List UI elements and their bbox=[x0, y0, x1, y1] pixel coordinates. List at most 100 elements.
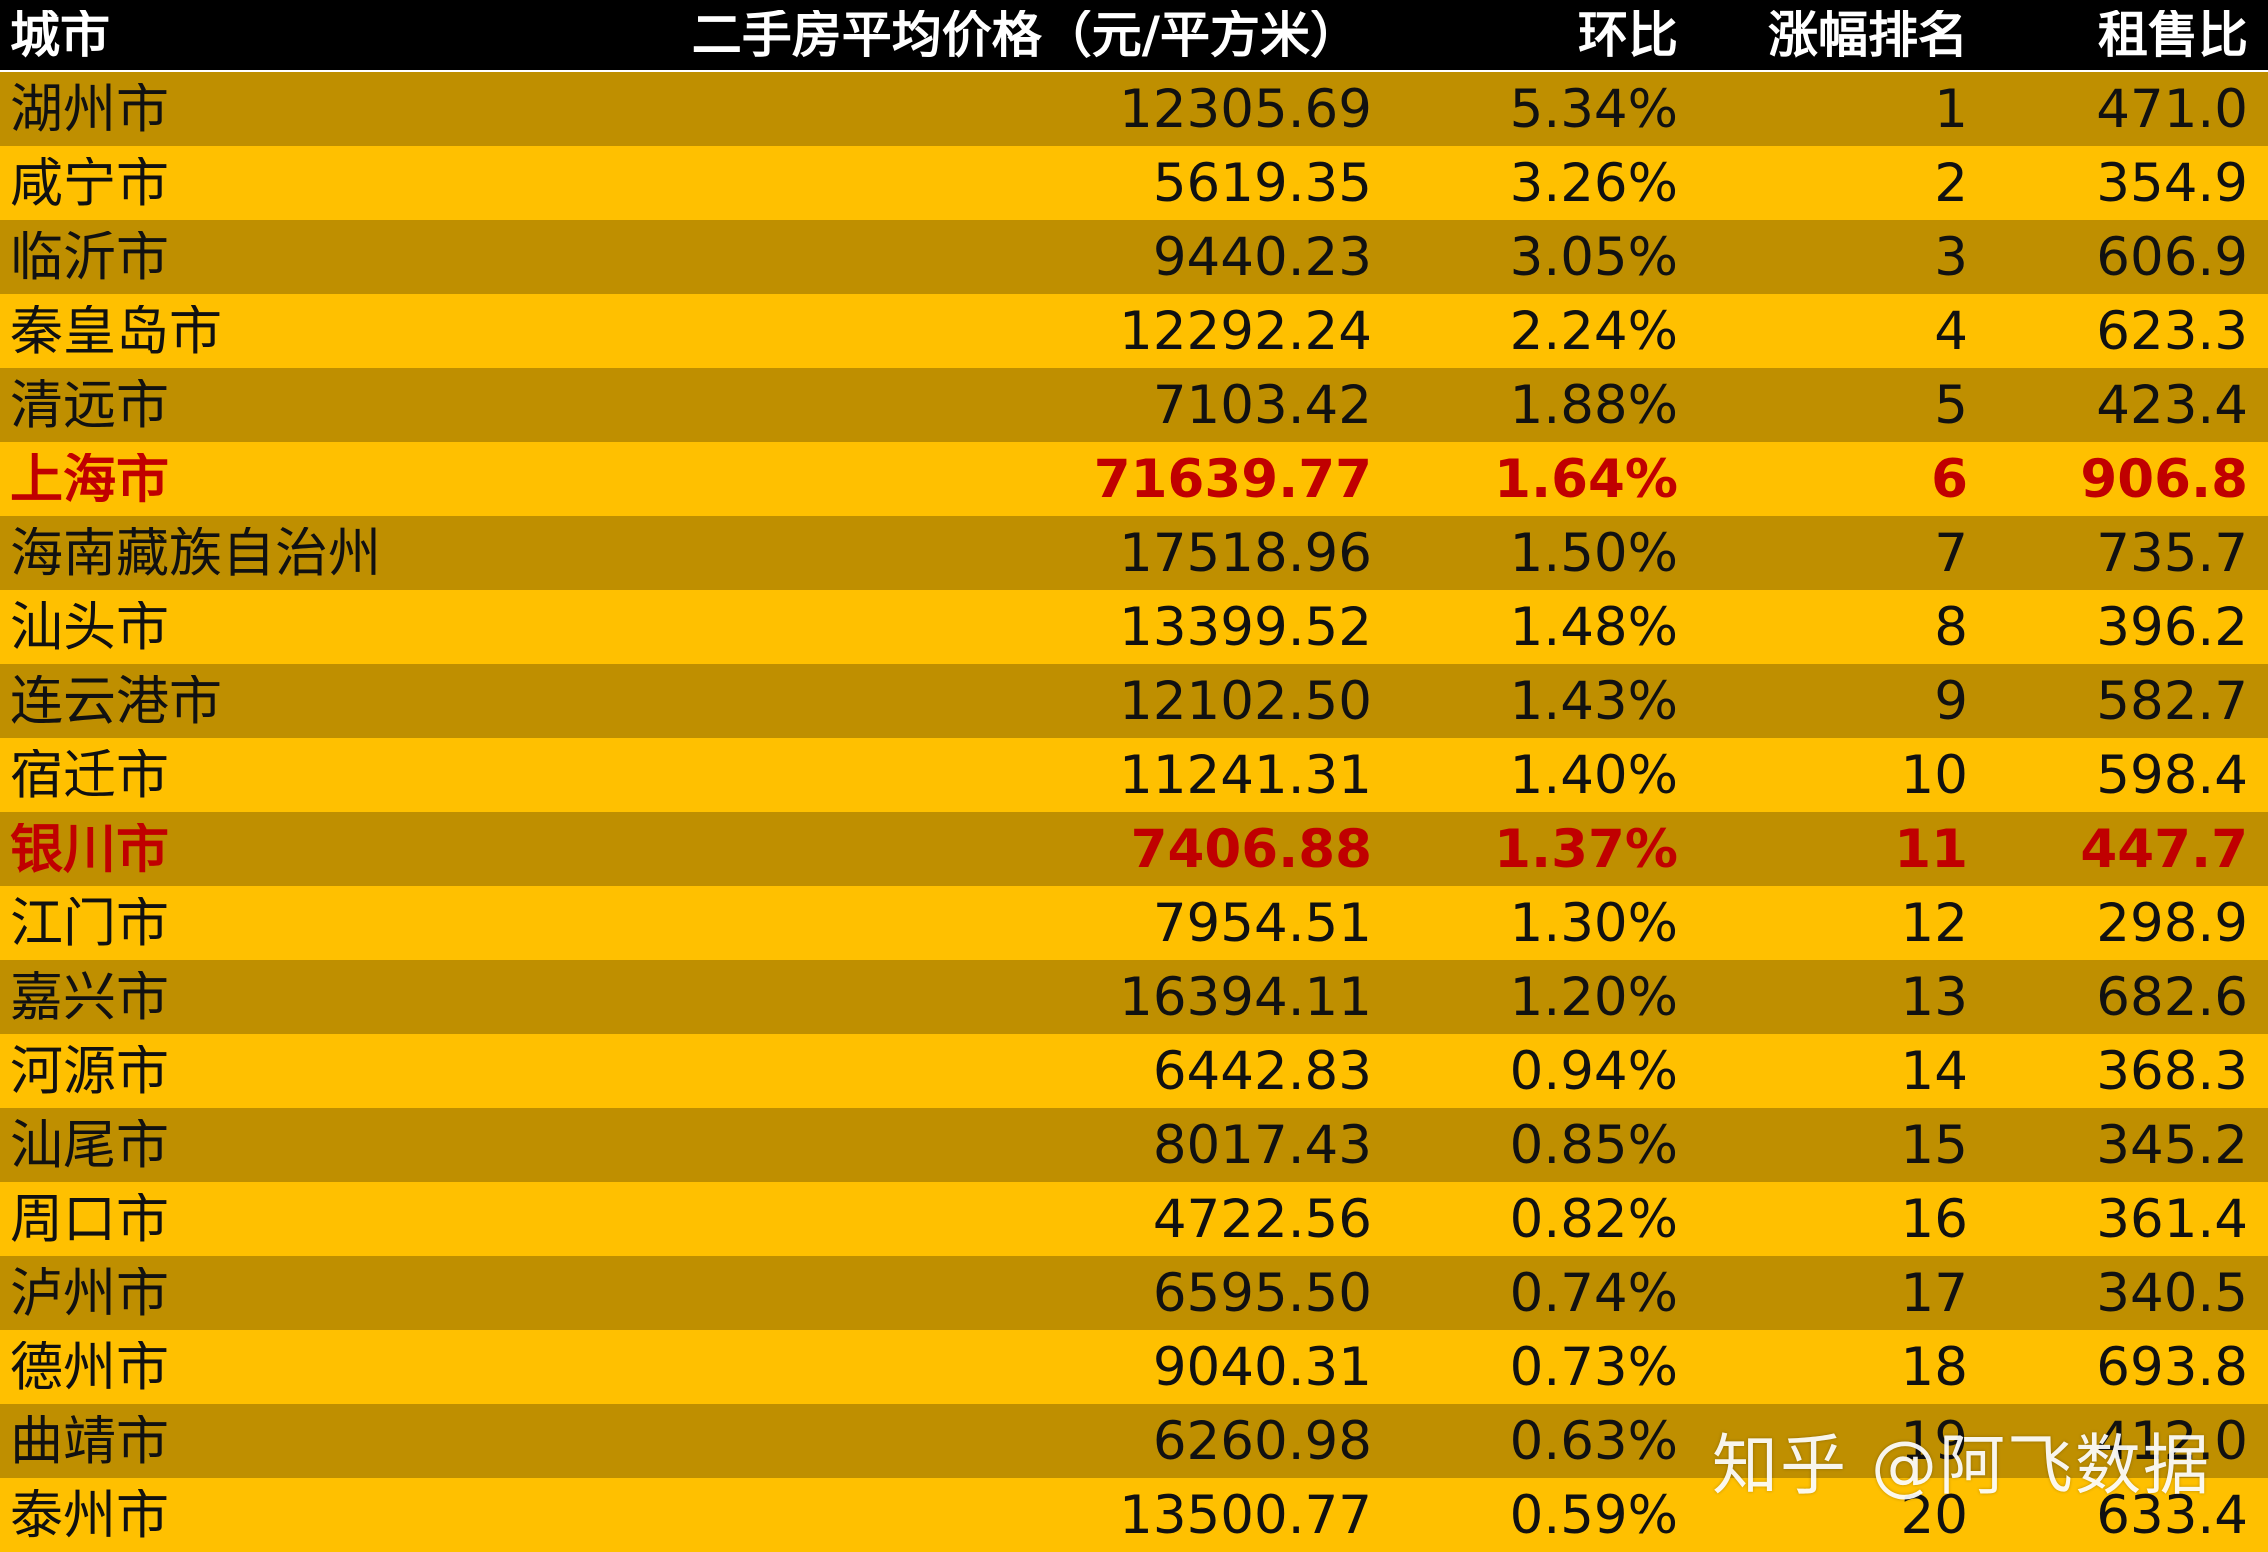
cell-mom: 1.37% bbox=[1494, 822, 1678, 876]
cell-price: 71639.77 bbox=[1093, 452, 1372, 506]
cell-mom: 1.50% bbox=[1509, 526, 1678, 580]
cell-ratio: 693.8 bbox=[2096, 1340, 2248, 1394]
cell-price: 13500.77 bbox=[1119, 1488, 1372, 1542]
cell-city: 宿迁市 bbox=[10, 748, 169, 802]
cell-price: 12102.50 bbox=[1119, 674, 1372, 728]
table-header: 城市 二手房平均价格（元/平方米） 环比 涨幅排名 租售比 bbox=[0, 0, 2268, 72]
cell-rank: 8 bbox=[1934, 600, 1968, 654]
cell-city: 咸宁市 bbox=[10, 156, 169, 210]
cell-ratio: 423.4 bbox=[2096, 378, 2248, 432]
cell-city: 泸州市 bbox=[10, 1266, 169, 1320]
cell-mom: 0.73% bbox=[1509, 1340, 1678, 1394]
cell-rank: 13 bbox=[1900, 970, 1968, 1024]
header-city: 城市 bbox=[10, 10, 110, 60]
table-row: 江门市 7954.51 1.30% 12 298.9 bbox=[0, 886, 2268, 960]
cell-price: 11241.31 bbox=[1119, 748, 1372, 802]
cell-price: 12292.24 bbox=[1119, 304, 1372, 358]
table-row: 清远市 7103.42 1.88% 5 423.4 bbox=[0, 368, 2268, 442]
cell-mom: 3.05% bbox=[1509, 230, 1678, 284]
cell-mom: 3.26% bbox=[1509, 156, 1678, 210]
cell-mom: 1.40% bbox=[1509, 748, 1678, 802]
cell-rank: 5 bbox=[1934, 378, 1968, 432]
cell-city: 湖州市 bbox=[10, 82, 169, 136]
cell-rank: 12 bbox=[1900, 896, 1968, 950]
table-row: 河源市 6442.83 0.94% 14 368.3 bbox=[0, 1034, 2268, 1108]
table-row: 宿迁市 11241.31 1.40% 10 598.4 bbox=[0, 738, 2268, 812]
cell-ratio: 598.4 bbox=[2096, 748, 2248, 802]
cell-rank: 19 bbox=[1900, 1414, 1968, 1468]
cell-mom: 0.94% bbox=[1509, 1044, 1678, 1098]
table-row: 秦皇岛市 12292.24 2.24% 4 623.3 bbox=[0, 294, 2268, 368]
cell-price: 16394.11 bbox=[1119, 970, 1372, 1024]
cell-mom: 0.63% bbox=[1509, 1414, 1678, 1468]
cell-mom: 0.82% bbox=[1509, 1192, 1678, 1246]
header-ratio: 租售比 bbox=[2098, 10, 2248, 60]
cell-ratio: 340.5 bbox=[2096, 1266, 2248, 1320]
cell-ratio: 582.7 bbox=[2096, 674, 2248, 728]
cell-city: 汕尾市 bbox=[10, 1118, 169, 1172]
cell-price: 6442.83 bbox=[1152, 1044, 1372, 1098]
cell-rank: 18 bbox=[1900, 1340, 1968, 1394]
cell-city: 德州市 bbox=[10, 1340, 169, 1394]
cell-mom: 2.24% bbox=[1509, 304, 1678, 358]
cell-ratio: 682.6 bbox=[2096, 970, 2248, 1024]
cell-mom: 1.64% bbox=[1494, 452, 1678, 506]
table-row: 银川市 7406.88 1.37% 11 447.7 bbox=[0, 812, 2268, 886]
cell-ratio: 354.9 bbox=[2096, 156, 2248, 210]
header-price: 二手房平均价格（元/平方米） bbox=[691, 10, 1360, 60]
cell-city: 秦皇岛市 bbox=[10, 304, 222, 358]
cell-city: 江门市 bbox=[10, 896, 169, 950]
cell-city: 汕头市 bbox=[10, 600, 169, 654]
table-row: 周口市 4722.56 0.82% 16 361.4 bbox=[0, 1182, 2268, 1256]
cell-price: 6260.98 bbox=[1152, 1414, 1372, 1468]
cell-ratio: 606.9 bbox=[2096, 230, 2248, 284]
cell-city: 海南藏族自治州 bbox=[10, 526, 381, 580]
cell-price: 13399.52 bbox=[1119, 600, 1372, 654]
cell-city: 银川市 bbox=[10, 822, 169, 876]
cell-city: 临沂市 bbox=[10, 230, 169, 284]
cell-city: 连云港市 bbox=[10, 674, 222, 728]
table-body: 湖州市 12305.69 5.34% 1 471.0 咸宁市 5619.35 3.26% 2 35… bbox=[0, 72, 2268, 1552]
cell-mom: 1.43% bbox=[1509, 674, 1678, 728]
cell-city: 泰州市 bbox=[10, 1488, 169, 1542]
cell-rank: 17 bbox=[1900, 1266, 1968, 1320]
cell-rank: 15 bbox=[1900, 1118, 1968, 1172]
cell-price: 17518.96 bbox=[1119, 526, 1372, 580]
cell-price: 4722.56 bbox=[1152, 1192, 1372, 1246]
cell-rank: 20 bbox=[1900, 1488, 1968, 1542]
table-row: 湖州市 12305.69 5.34% 1 471.0 bbox=[0, 72, 2268, 146]
cell-rank: 6 bbox=[1931, 452, 1968, 506]
cell-ratio: 412.0 bbox=[2096, 1414, 2248, 1468]
cell-rank: 1 bbox=[1934, 82, 1968, 136]
cell-mom: 1.88% bbox=[1509, 378, 1678, 432]
cell-city: 周口市 bbox=[10, 1192, 169, 1246]
table-row: 临沂市 9440.23 3.05% 3 606.9 bbox=[0, 220, 2268, 294]
cell-ratio: 361.4 bbox=[2096, 1192, 2248, 1246]
table-row: 泰州市 13500.77 0.59% 20 633.4 bbox=[0, 1478, 2268, 1552]
table-row: 连云港市 12102.50 1.43% 9 582.7 bbox=[0, 664, 2268, 738]
cell-ratio: 396.2 bbox=[2096, 600, 2248, 654]
watermark-text: 知乎 @阿飞数据 bbox=[1712, 1427, 2211, 1504]
cell-price: 7406.88 bbox=[1130, 822, 1372, 876]
cell-rank: 16 bbox=[1900, 1192, 1968, 1246]
table-row: 海南藏族自治州 17518.96 1.50% 7 735.7 bbox=[0, 516, 2268, 590]
cell-ratio: 298.9 bbox=[2096, 896, 2248, 950]
cell-rank: 4 bbox=[1934, 304, 1968, 358]
table-row: 咸宁市 5619.35 3.26% 2 354.9 bbox=[0, 146, 2268, 220]
cell-city: 曲靖市 bbox=[10, 1414, 169, 1468]
table-row: 上海市 71639.77 1.64% 6 906.8 bbox=[0, 442, 2268, 516]
cell-price: 6595.50 bbox=[1152, 1266, 1372, 1320]
cell-ratio: 447.7 bbox=[2080, 822, 2248, 876]
cell-mom: 0.85% bbox=[1509, 1118, 1678, 1172]
cell-ratio: 471.0 bbox=[2096, 82, 2248, 136]
cell-price: 5619.35 bbox=[1152, 156, 1372, 210]
cell-rank: 11 bbox=[1894, 822, 1968, 876]
cell-price: 12305.69 bbox=[1119, 82, 1372, 136]
table-row: 汕头市 13399.52 1.48% 8 396.2 bbox=[0, 590, 2268, 664]
table-row: 曲靖市 6260.98 0.63% 19 412.0 bbox=[0, 1404, 2268, 1478]
header-rank: 涨幅排名 bbox=[1768, 10, 1968, 60]
cell-mom: 1.48% bbox=[1509, 600, 1678, 654]
cell-rank: 14 bbox=[1900, 1044, 1968, 1098]
table-row: 泸州市 6595.50 0.74% 17 340.5 bbox=[0, 1256, 2268, 1330]
